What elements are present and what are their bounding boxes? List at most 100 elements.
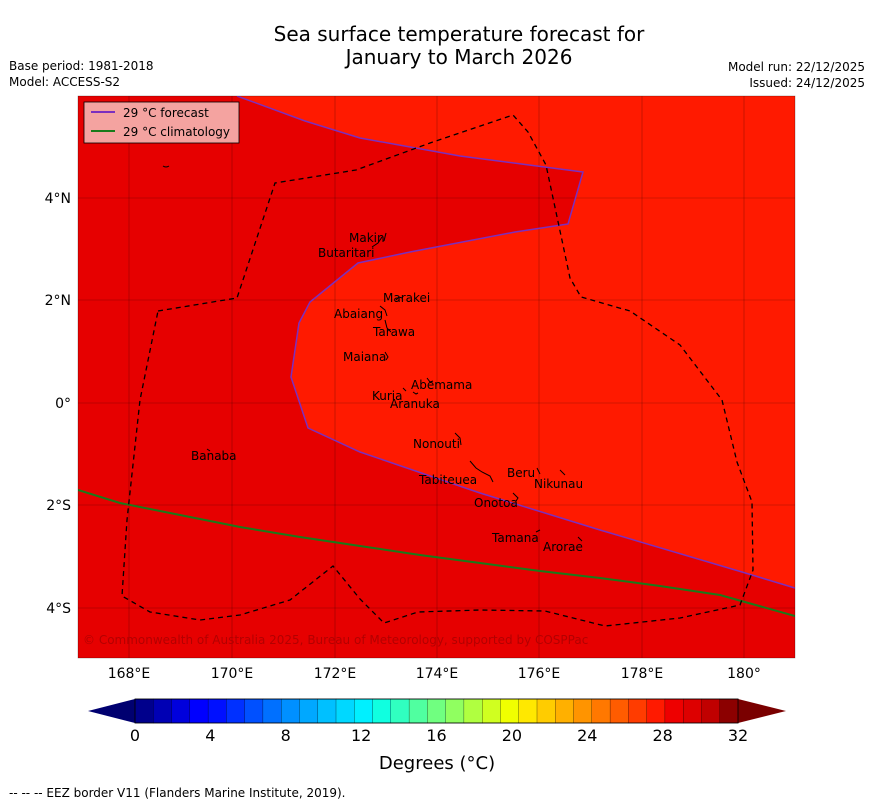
colorbar-cell (445, 698, 465, 724)
colorbar-cell (482, 698, 502, 724)
colorbar-cell (299, 698, 319, 724)
colorbar-tick-label: 32 (728, 726, 748, 745)
colorbar-tick-label: 28 (652, 726, 672, 745)
colorbar-cell (536, 698, 556, 724)
colorbar-cell (427, 698, 447, 724)
colorbar-cell (335, 698, 355, 724)
lon-tick-178e: 178°E (621, 666, 664, 682)
model-run: Model run: 22/12/2025 (727, 60, 865, 74)
label-maiana: Maiana (343, 350, 386, 364)
label-nikunau: Nikunau (534, 477, 583, 491)
colorbar-tick-label: 20 (502, 726, 522, 745)
colorbar-cell (134, 698, 154, 724)
label-marakei: Marakei (383, 291, 430, 305)
colorbar-outline (134, 698, 739, 724)
colorbar-ticks: 0 4 8 12 16 20 24 28 32 (130, 726, 748, 745)
colorbar-cell (226, 698, 246, 724)
label-tarawa: Tarawa (372, 325, 415, 339)
colorbar-tick-label: 24 (577, 726, 597, 745)
lat-tick-4n: 4°N (45, 191, 71, 207)
colorbar-label: Degrees (°C) (379, 753, 495, 774)
colorbar-cell (518, 698, 538, 724)
longitude-axis: 168°E 170°E 172°E 174°E 176°E 178°E 180° (108, 666, 761, 682)
eez-border (121, 114, 754, 627)
map-gridlines (78, 96, 795, 658)
eez-footer-note: -- -- -- EEZ border V11 (Flanders Marine… (9, 786, 346, 800)
colorbar-cell (189, 698, 209, 724)
label-beru: Beru (507, 466, 535, 480)
colorbar-cell (500, 698, 520, 724)
colorbar-tick-label: 16 (426, 726, 446, 745)
colorbar-tick-label: 12 (351, 726, 371, 745)
colorbar-under-triangle (88, 699, 135, 723)
island-labels: Makin Butaritari Marakei Abaiang Tarawa … (191, 231, 583, 554)
lon-tick-176e: 176°E (518, 666, 561, 682)
label-onotoa: Onotoa (474, 496, 518, 510)
model-name: Model: ACCESS-S2 (9, 75, 121, 89)
label-kuria: Kuria (372, 389, 403, 403)
colorbar-cell (573, 698, 593, 724)
island-marks (162, 165, 583, 542)
colorbar-cell (591, 698, 611, 724)
lat-tick-2s: 2°S (46, 498, 71, 514)
lon-tick-168e: 168°E (108, 666, 151, 682)
latitude-axis: 4°N 2°N 0° 2°S 4°S (45, 191, 72, 617)
legend-climatology-label: 29 °C climatology (123, 125, 230, 139)
colorbar-cell (262, 698, 282, 724)
label-makin: Makin (349, 231, 385, 245)
lon-tick-170e: 170°E (211, 666, 254, 682)
label-tabiteuea: Tabiteuea (418, 473, 477, 487)
colorbar-cell (664, 698, 684, 724)
colorbar-cell (609, 698, 630, 724)
colorbar: 0 4 8 12 16 20 24 28 32 Degrees (°C) (88, 698, 786, 774)
colorbar-cell (555, 698, 575, 724)
copyright-notice: © Commonwealth of Australia 2025, Bureau… (83, 633, 588, 647)
title-line-1: Sea surface temperature forecast for (273, 22, 645, 46)
colorbar-cell (244, 698, 264, 724)
label-aranuka: Aranuka (390, 397, 440, 411)
label-abaiang: Abaiang (334, 307, 383, 321)
map-area: Makin Butaritari Marakei Abaiang Tarawa … (78, 96, 795, 658)
colorbar-cell (317, 698, 337, 724)
colorbar-cell (463, 698, 483, 724)
climatology-29c-contour (78, 489, 795, 617)
issued-date: Issued: 24/12/2025 (749, 76, 865, 90)
label-tamana: Tamana (491, 531, 539, 545)
lon-tick-180: 180° (727, 666, 761, 682)
title-line-2: January to March 2026 (345, 45, 573, 69)
lat-tick-4s: 4°S (46, 601, 71, 617)
colorbar-tick-label: 0 (130, 726, 140, 745)
legend-forecast-label: 29 °C forecast (123, 106, 209, 120)
colorbar-cell (719, 698, 739, 724)
label-arorae: Arorae (543, 540, 583, 554)
colorbar-cell (372, 698, 392, 724)
colorbar-cells (134, 698, 739, 724)
lon-tick-174e: 174°E (416, 666, 459, 682)
colorbar-cell (390, 698, 410, 724)
lat-tick-2n: 2°N (45, 293, 71, 309)
lon-tick-172e: 172°E (314, 666, 357, 682)
colorbar-cell (701, 698, 721, 724)
colorbar-cell (354, 698, 374, 724)
map-frame (77, 95, 796, 659)
colorbar-cell (171, 698, 191, 724)
label-butaritari: Butaritari (318, 246, 375, 260)
colorbar-cell (207, 698, 228, 724)
colorbar-over-triangle (738, 699, 786, 723)
colorbar-tick-label: 4 (205, 726, 215, 745)
colorbar-cell (408, 698, 429, 724)
colorbar-cell (153, 698, 173, 724)
forecast-29c-contour (236, 96, 795, 589)
colorbar-cell (646, 698, 666, 724)
base-period: Base period: 1981-2018 (9, 59, 154, 73)
warm-sst-region (237, 96, 795, 588)
colorbar-cell (683, 698, 703, 724)
map-legend: 29 °C forecast 29 °C climatology (83, 101, 240, 144)
colorbar-tick-label: 8 (281, 726, 291, 745)
colorbar-cell (628, 698, 648, 724)
colorbar-cell (281, 698, 301, 724)
label-abemama: Abemama (411, 378, 472, 392)
label-nonouti: Nonouti (413, 437, 460, 451)
lat-tick-0: 0° (55, 396, 71, 412)
